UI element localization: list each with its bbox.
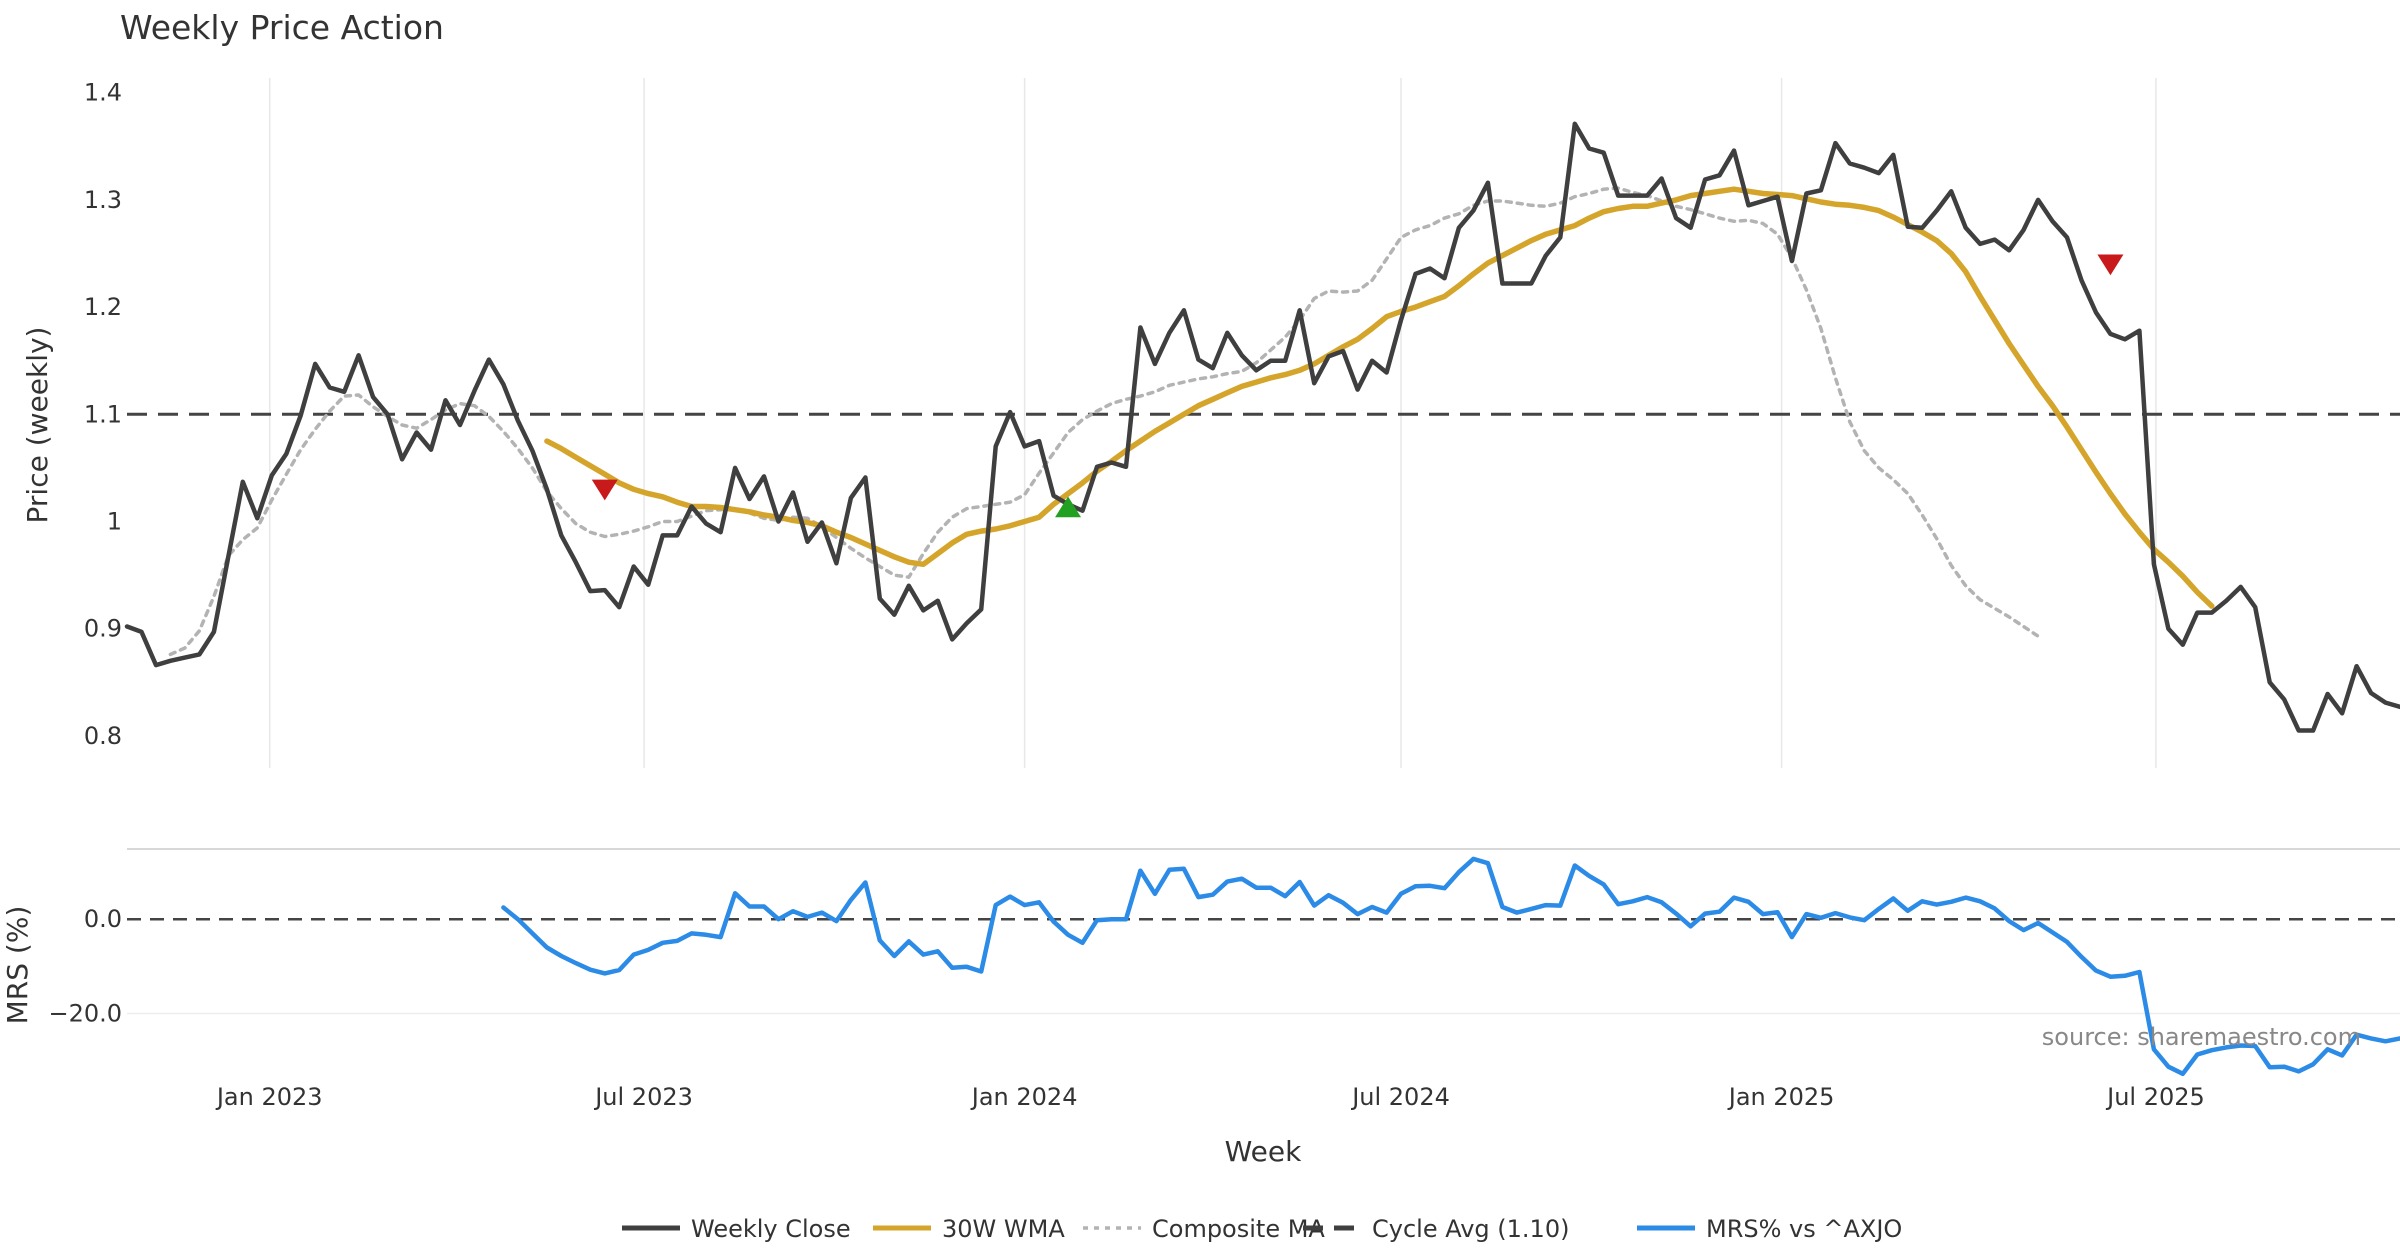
legend: Weekly Close 30W WMA Composite MA Cycle Avg… (622, 1215, 1902, 1243)
x-tick-label: Jul 2024 (1350, 1083, 1450, 1111)
composite-ma-line (168, 186, 2040, 657)
sell-signal-marker (2097, 254, 2124, 276)
x-tick-label: Jan 2024 (970, 1083, 1078, 1111)
mrs-line (501, 856, 2400, 1077)
price-y-axis-title: Price (weekly) (21, 327, 54, 524)
x-tick-label: Jul 2023 (593, 1083, 693, 1111)
buy-signal-marker (1055, 496, 1082, 518)
x-axis-title: Week (1225, 1135, 1302, 1168)
price-y-tick-label: 1.3 (84, 186, 122, 214)
legend-label: MRS% vs ^AXJO (1706, 1215, 1902, 1243)
price-y-tick-label: 1.2 (84, 293, 122, 321)
mrs-y-axis-title: MRS (%) (1, 906, 34, 1025)
x-tick-label: Jan 2023 (215, 1083, 323, 1111)
weekly-close-line (124, 121, 2400, 733)
legend-label: 30W WMA (942, 1215, 1065, 1243)
mrs-y-tick-label: 0.0 (84, 905, 122, 933)
price-y-tick-label: 1 (107, 507, 122, 535)
price-y-tick-label: 1.4 (84, 79, 122, 107)
x-tick-label: Jan 2025 (1727, 1083, 1835, 1111)
legend-label: Composite MA (1152, 1215, 1325, 1243)
mrs-y-tick-label: −20.0 (48, 999, 122, 1027)
price-y-tick-label: 0.8 (84, 722, 122, 750)
wma-30w-line (544, 186, 2215, 609)
mrs-panel: 0.0 −20.0 MRS (%) Jan 2023 Jul 2023 Jan 2024 J… (1, 848, 2400, 1111)
legend-label: Weekly Close (691, 1215, 851, 1243)
price-y-tick-label: 1.1 (84, 400, 122, 428)
chart-title: Weekly Price Action (120, 8, 444, 47)
x-tick-label: Jul 2025 (2105, 1083, 2205, 1111)
price-y-tick-label: 0.9 (84, 615, 122, 643)
price-panel: 0.8 0.9 1 1.1 1.2 1.3 1.4 Price (weekly) (21, 78, 2400, 768)
legend-label: Cycle Avg (1.10) (1372, 1215, 1569, 1243)
source-watermark: source: sharemaestro.com (2042, 1023, 2361, 1051)
sell-signal-marker (591, 479, 618, 501)
